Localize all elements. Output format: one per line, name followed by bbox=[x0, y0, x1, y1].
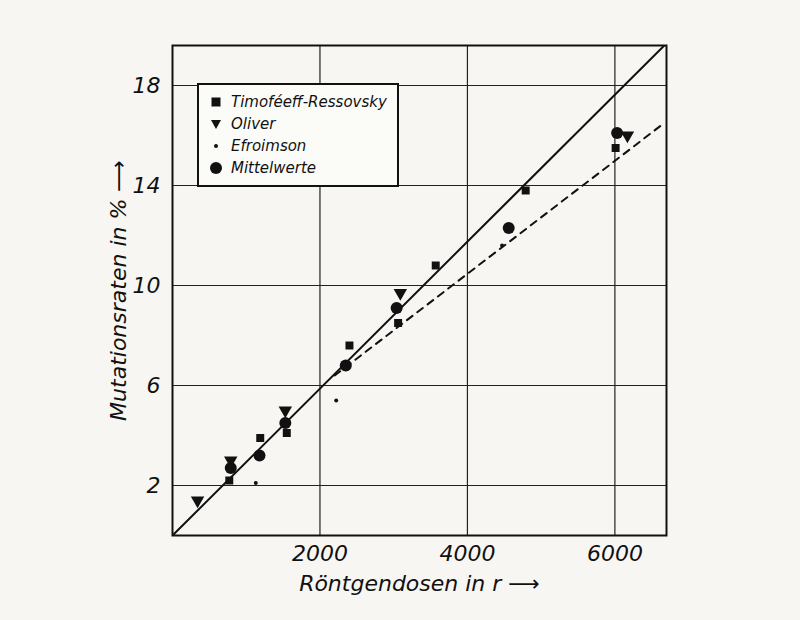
svg-text:2: 2 bbox=[147, 473, 161, 498]
svg-text:4000: 4000 bbox=[439, 541, 495, 566]
svg-text:18: 18 bbox=[133, 73, 161, 98]
svg-text:6: 6 bbox=[147, 373, 161, 398]
html-text:Mittelwerte: Mittelwerte bbox=[231, 159, 316, 177]
html-text:Efroimson: Efroimson bbox=[231, 137, 307, 155]
svg-text:14: 14 bbox=[133, 173, 161, 198]
html-text:Timoféeff-Ressovsky: Timoféeff-Ressovsky bbox=[231, 93, 387, 111]
svg-text:Röntgendosen in r ⟶: Röntgendosen in r ⟶ bbox=[299, 571, 540, 596]
svg-text:6000: 6000 bbox=[587, 541, 643, 566]
svg-text:10: 10 bbox=[133, 273, 161, 298]
html-text:Oliver: Oliver bbox=[231, 115, 276, 133]
svg-text:2000: 2000 bbox=[292, 541, 348, 566]
svg-text:Mutationsraten in % ⟶: Mutationsraten in % ⟶ bbox=[106, 160, 131, 421]
